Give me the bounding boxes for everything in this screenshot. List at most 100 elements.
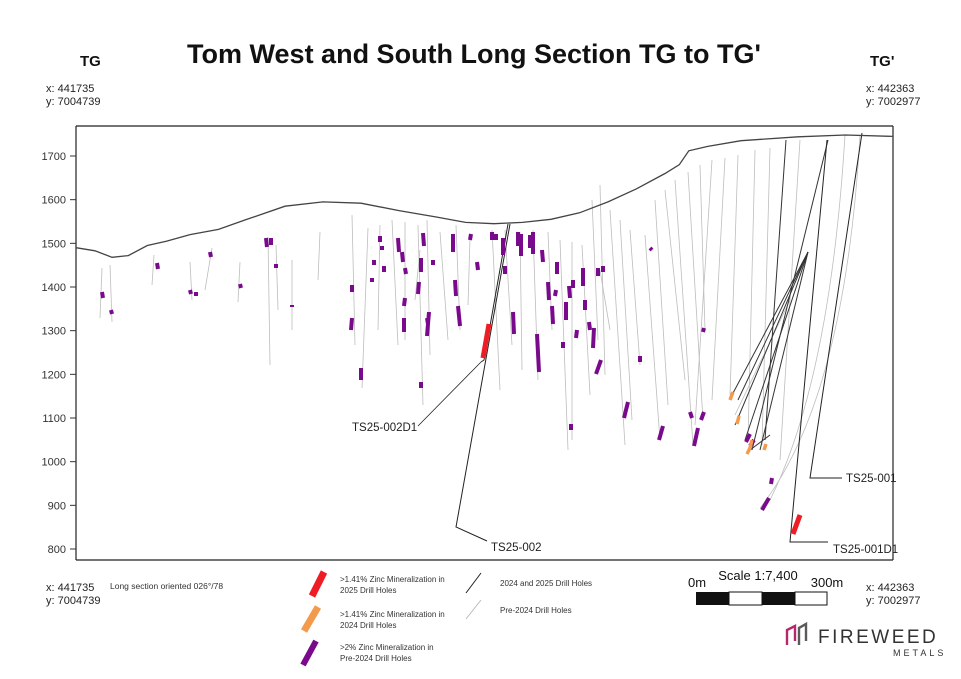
labeled-hole-trace — [809, 132, 863, 479]
drill-hole-trace — [417, 224, 424, 406]
hole-callout-label: TS25-002D1 — [352, 422, 417, 434]
y-tick-label: 1600 — [42, 195, 66, 207]
drill-hole-trace — [769, 134, 846, 501]
hole-callout-label: TS25-001 — [846, 473, 897, 485]
pre-2024-intercept — [349, 317, 354, 331]
pre-2024-intercept — [456, 305, 462, 327]
drill-hole-trace — [267, 236, 271, 366]
drill-hole-trace — [361, 227, 369, 389]
drill-hole-trace — [711, 157, 726, 401]
scale-segment-4 — [794, 591, 828, 606]
2024-intercept — [735, 415, 741, 425]
2025-intercept — [790, 514, 803, 535]
drill-hole-trace — [237, 261, 241, 303]
drill-hole-trace — [439, 231, 449, 341]
drill-hole-trace — [426, 219, 431, 356]
drill-hole-trace — [599, 269, 611, 331]
drill-hole-trace — [759, 251, 809, 451]
pre-2024-intercept — [550, 305, 555, 325]
drill-hole-trace — [749, 434, 771, 451]
drill-hole-trace — [151, 254, 155, 286]
drill-hole-trace — [391, 219, 399, 346]
scale-segment-1 — [696, 592, 729, 605]
logo-mark-left — [785, 624, 797, 645]
drill-hole-trace — [619, 219, 633, 421]
pre-2024-drill-holes — [99, 134, 861, 509]
2024-intercept — [748, 439, 754, 449]
pre-2024-intercept — [567, 285, 572, 299]
fireweed-logo: FIREWEED METALS — [785, 621, 946, 658]
pre-2024-intercept — [574, 329, 579, 339]
logo-sub: METALS — [893, 648, 946, 658]
pre-2024-intercept — [453, 279, 458, 297]
pre-2024-intercept — [657, 425, 665, 441]
drill-hole-trace — [317, 231, 321, 281]
drill-hole-trace — [629, 229, 641, 366]
section-start-label: TG — [80, 53, 101, 70]
drill-hole-trace — [654, 199, 669, 406]
legend-swatch-pre2024-holes — [465, 599, 482, 620]
hole-callout-label: TS25-001D1 — [833, 544, 898, 556]
pre-2024-intercept — [744, 433, 752, 443]
y-tick-label: 800 — [48, 544, 66, 556]
scale-right-label: 300m — [811, 575, 844, 590]
pre-2024-intercept — [100, 291, 105, 299]
pre-2024-intercept — [591, 327, 596, 349]
drill-hole-trace — [504, 229, 513, 346]
labeled-hole-trace — [480, 223, 509, 363]
pre-2024-intercept — [402, 297, 407, 307]
2025-zinc-intercepts — [480, 323, 803, 535]
y-tick-label: 1400 — [42, 282, 66, 294]
labeled-hole-trace — [789, 139, 828, 543]
pre-2024-intercept — [109, 309, 114, 315]
labeled-drill-holes: TS25-002D1 TS25-002 TS25-001 TS25-001D1 — [352, 132, 898, 556]
drill-hole-trace — [747, 149, 756, 441]
y-tick-label: 1700 — [42, 151, 66, 163]
legend-label-2024-line1: >1.41% Zinc Mineralization in — [340, 610, 445, 619]
pre-2024-intercept — [760, 496, 771, 512]
drill-hole-trace — [644, 234, 661, 441]
legend-label-2024-line2: 2024 Drill Holes — [340, 621, 396, 630]
drill-hole-trace — [491, 229, 501, 391]
pre-2024-intercept — [540, 249, 545, 263]
pre-2024-intercept — [396, 237, 401, 253]
2025-intercept — [480, 323, 492, 359]
scale-title: Scale 1:7,400 — [718, 568, 798, 583]
drill-hole-trace — [591, 199, 599, 341]
recent-drill-holes — [731, 139, 829, 451]
pre-2024-intercept — [701, 327, 706, 333]
pre-2024-intercept — [188, 289, 193, 295]
top-left-x-coord: x: 441735 — [46, 83, 94, 95]
pre-2024-intercept — [208, 251, 213, 258]
pre-2024-intercept — [688, 411, 694, 419]
pre-2024-intercept — [546, 281, 551, 301]
pre-2024-intercept — [769, 477, 774, 485]
logo-mark-right — [797, 621, 808, 645]
drill-hole-trace — [694, 159, 713, 426]
drill-hole-trace — [764, 139, 787, 441]
scale-left-label: 0m — [688, 575, 706, 590]
hole-callout-label: TS25-002 — [491, 542, 542, 554]
plot-frame — [75, 125, 894, 561]
bottom-left-y-coord: y: 7004739 — [46, 595, 100, 607]
drill-hole-trace — [467, 237, 471, 306]
chart-title: Tom West and South Long Section TG to TG… — [187, 39, 761, 69]
pre-2024-intercept — [594, 359, 603, 375]
drill-hole-trace — [699, 164, 706, 331]
drill-hole-trace — [599, 184, 606, 376]
drill-hole-trace — [189, 261, 193, 301]
pre-2024-intercept — [553, 289, 558, 297]
pre-2024-intercept — [403, 267, 408, 275]
y-tick-label: 900 — [48, 500, 66, 512]
drill-hole-trace — [275, 244, 279, 311]
pre-2024-intercept — [400, 251, 405, 263]
pre-2024-intercept — [425, 317, 430, 325]
pre-2024-intercept — [421, 232, 426, 247]
bottom-right-x-coord: x: 442363 — [866, 582, 914, 594]
2024-intercept — [728, 391, 735, 401]
drill-hole-trace — [674, 179, 694, 446]
pre-2024-zinc-intercepts — [100, 232, 774, 512]
fireweed-logo-mark — [785, 621, 808, 645]
bottom-left-x-coord: x: 441735 — [46, 582, 94, 594]
